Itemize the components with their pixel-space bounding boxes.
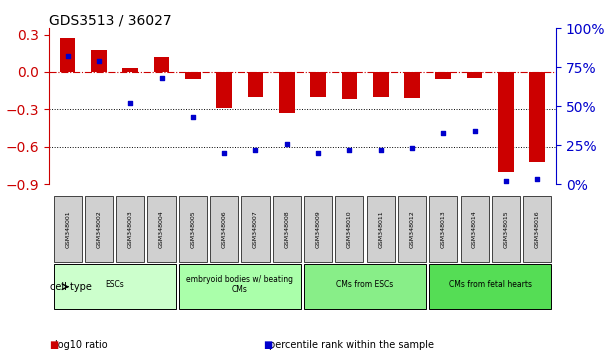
Text: GSM348007: GSM348007 xyxy=(253,210,258,248)
Bar xyxy=(60,38,76,72)
Bar xyxy=(216,72,232,108)
Point xyxy=(94,58,104,64)
FancyBboxPatch shape xyxy=(367,196,395,262)
FancyBboxPatch shape xyxy=(179,264,301,309)
Text: GSM348011: GSM348011 xyxy=(378,210,383,248)
Bar xyxy=(154,57,169,72)
Bar xyxy=(279,72,295,113)
FancyBboxPatch shape xyxy=(461,196,489,262)
Text: CMs from fetal hearts: CMs from fetal hearts xyxy=(448,280,532,289)
Bar xyxy=(247,72,263,97)
Bar xyxy=(404,72,420,98)
Text: GSM348012: GSM348012 xyxy=(409,210,414,248)
Bar xyxy=(436,72,451,79)
Bar xyxy=(310,72,326,97)
FancyBboxPatch shape xyxy=(335,196,364,262)
Text: GSM348014: GSM348014 xyxy=(472,210,477,248)
Text: GSM348001: GSM348001 xyxy=(65,210,70,248)
Text: GSM348010: GSM348010 xyxy=(347,210,352,248)
Bar xyxy=(498,72,514,172)
Bar xyxy=(185,72,200,79)
Text: ■: ■ xyxy=(263,340,272,350)
Bar xyxy=(91,50,107,72)
Text: GSM348006: GSM348006 xyxy=(222,210,227,248)
FancyBboxPatch shape xyxy=(54,264,176,309)
FancyBboxPatch shape xyxy=(398,196,426,262)
Text: GSM348004: GSM348004 xyxy=(159,210,164,248)
Text: GSM348009: GSM348009 xyxy=(316,210,321,248)
Point xyxy=(532,177,542,182)
Text: ■: ■ xyxy=(49,340,58,350)
FancyBboxPatch shape xyxy=(304,264,426,309)
Point xyxy=(188,114,198,120)
Text: GSM348013: GSM348013 xyxy=(441,210,446,248)
FancyBboxPatch shape xyxy=(85,196,113,262)
FancyBboxPatch shape xyxy=(304,196,332,262)
FancyBboxPatch shape xyxy=(210,196,238,262)
Text: GSM348002: GSM348002 xyxy=(97,210,101,248)
Bar xyxy=(373,72,389,97)
Point xyxy=(470,128,480,134)
FancyBboxPatch shape xyxy=(116,196,144,262)
Point xyxy=(345,147,354,153)
Point xyxy=(156,75,166,81)
Text: embryoid bodies w/ beating
CMs: embryoid bodies w/ beating CMs xyxy=(186,275,293,294)
Bar xyxy=(342,72,357,99)
Point xyxy=(501,178,511,184)
Text: percentile rank within the sample: percentile rank within the sample xyxy=(269,340,434,350)
Text: ESCs: ESCs xyxy=(105,280,124,289)
Bar xyxy=(467,72,483,78)
Point xyxy=(313,150,323,156)
Text: log10 ratio: log10 ratio xyxy=(55,340,108,350)
FancyBboxPatch shape xyxy=(54,196,82,262)
Text: GSM348003: GSM348003 xyxy=(128,210,133,248)
Point xyxy=(63,53,73,59)
Text: cell type: cell type xyxy=(51,282,92,292)
Point xyxy=(282,141,291,147)
FancyBboxPatch shape xyxy=(241,196,269,262)
Text: GSM348016: GSM348016 xyxy=(535,210,540,248)
Bar xyxy=(529,72,545,162)
Point xyxy=(219,150,229,156)
Point xyxy=(376,147,386,153)
Text: GSM348015: GSM348015 xyxy=(503,210,508,248)
Text: GSM348008: GSM348008 xyxy=(284,210,289,248)
FancyBboxPatch shape xyxy=(147,196,176,262)
FancyBboxPatch shape xyxy=(492,196,520,262)
Text: GDS3513 / 36027: GDS3513 / 36027 xyxy=(49,13,172,27)
Text: GSM348005: GSM348005 xyxy=(191,210,196,248)
Point xyxy=(439,130,448,136)
FancyBboxPatch shape xyxy=(523,196,551,262)
Text: CMs from ESCs: CMs from ESCs xyxy=(337,280,393,289)
Bar xyxy=(122,68,138,72)
FancyBboxPatch shape xyxy=(273,196,301,262)
FancyBboxPatch shape xyxy=(429,196,458,262)
FancyBboxPatch shape xyxy=(179,196,207,262)
Point xyxy=(251,147,260,153)
FancyBboxPatch shape xyxy=(429,264,551,309)
Point xyxy=(125,100,135,106)
Point xyxy=(407,145,417,151)
